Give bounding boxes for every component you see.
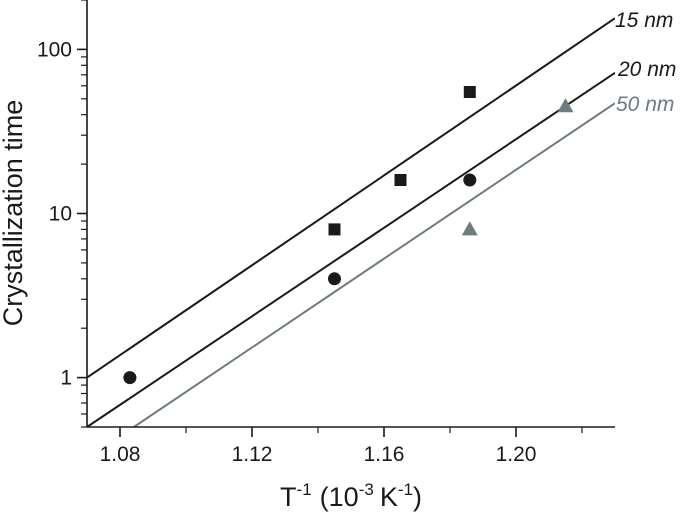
line-label-50-nm: 50 nm bbox=[616, 93, 674, 116]
fit-line-20-nm bbox=[87, 71, 615, 427]
x-axis-title-unit-mid: K bbox=[380, 482, 398, 512]
line-label-15-nm: 15 nm bbox=[615, 9, 673, 32]
y-tick-label: 100 bbox=[37, 38, 72, 61]
fit-line-15-nm bbox=[87, 17, 615, 379]
square-marker bbox=[394, 174, 407, 187]
data-markers bbox=[123, 86, 574, 385]
y-axis-title: Crystallization time bbox=[0, 100, 28, 327]
x-axis-title-sup: -1 bbox=[297, 480, 312, 499]
x-tick-label: 1.20 bbox=[496, 443, 537, 466]
y-tick-label: 10 bbox=[49, 203, 72, 226]
x-tick-label: 1.08 bbox=[100, 443, 141, 466]
fit-line-50-nm bbox=[133, 102, 615, 427]
x-axis-title-unit-close: ) bbox=[413, 482, 422, 512]
triangle-marker bbox=[461, 221, 478, 236]
circle-marker bbox=[123, 371, 137, 385]
x-axis-title-unit-sup1: -3 bbox=[359, 480, 374, 499]
circle-marker bbox=[328, 272, 341, 286]
x-axis-title-unit-open: (10 bbox=[320, 482, 359, 512]
x-tick-label: 1.16 bbox=[364, 443, 405, 466]
line-label-20-nm: 20 nm bbox=[617, 58, 676, 81]
y-tick-label: 1 bbox=[60, 367, 72, 390]
circle-marker bbox=[463, 173, 477, 187]
square-marker bbox=[328, 223, 341, 236]
square-marker bbox=[463, 86, 476, 99]
x-tick-label: 1.12 bbox=[232, 443, 273, 466]
x-axis-title: T-1 (10-3 K-1) bbox=[280, 480, 422, 512]
triangle-marker bbox=[557, 98, 574, 113]
axes: 1 10 100 1.08 1.12 1.16 1.20 bbox=[37, 0, 615, 466]
x-axis-title-unit-sup2: -1 bbox=[398, 480, 413, 499]
fit-lines bbox=[87, 17, 615, 427]
line-labels: 15 nm 20 nm 50 nm bbox=[615, 9, 676, 116]
x-axis-title-symbol: T bbox=[280, 482, 297, 512]
